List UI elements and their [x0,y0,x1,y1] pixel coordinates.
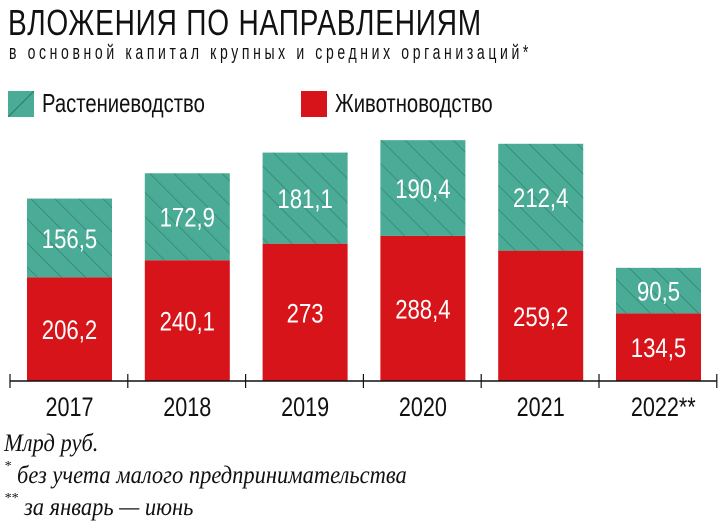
legend: Растениеводство Животноводство [8,88,537,119]
bar-livestock-2020 [380,235,466,381]
bar-livestock-2019 [262,243,348,381]
data-label-livestock: 206,2 [42,316,97,346]
bar-crop-2019 [262,152,348,244]
data-label-livestock: 273 [287,299,324,329]
chart-subtitle: в основной капитал крупных и средних орг… [9,42,533,64]
footnote-1: * без учета малого предпринимательства [4,459,407,490]
data-label-livestock: 259,2 [513,303,568,333]
bar-crop-2021 [498,143,584,251]
x-tick-label: 2020 [399,393,447,423]
data-label-livestock: 288,4 [395,296,450,326]
x-tick-label: 2018 [163,393,211,423]
data-label-crop: 172,9 [160,204,215,234]
bar-crop-2020 [380,140,466,236]
bar-crop-2022** [616,267,701,314]
bar-livestock-2017 [27,277,112,381]
footnotes: Млрд руб. * без учета малого предпринима… [4,428,450,524]
legend-label-crop: Растениеводство [42,88,205,118]
data-label-livestock: 134,5 [631,334,686,364]
data-label-crop: 90,5 [637,278,680,308]
bar-livestock-2018 [144,260,230,381]
bar-livestock-2022** [616,313,701,381]
x-tick-label: 2017 [45,393,93,423]
legend-swatch-crop [8,90,34,117]
chart-title: ВЛОЖЕНИЯ ПО НАПРАВЛЕНИЯМ [8,2,482,43]
data-label-crop: 181,1 [277,185,332,215]
x-tick-label: 2021 [517,393,565,423]
bar-livestock-2021 [498,250,584,381]
stacked-bar-chart: 206,2 156,5 2017 240,1 172,9 2018 273 181,1 2019… [9,140,718,423]
data-label-crop: 156,5 [42,225,97,255]
footnote-2: ** за январь — июнь [4,491,194,522]
data-label-crop: 190,4 [395,175,450,205]
data-label-crop: 212,4 [513,184,568,214]
legend-swatch-livestock [300,90,327,117]
x-tick-label: 2019 [281,393,329,423]
legend-label-livestock: Животноводство [334,88,493,118]
unit-note: Млрд руб. [4,430,99,457]
bar-crop-2018 [144,173,230,261]
data-label-livestock: 240,1 [160,308,215,338]
bar-crop-2017 [27,198,112,278]
x-tick-label: 2022** [631,393,696,423]
